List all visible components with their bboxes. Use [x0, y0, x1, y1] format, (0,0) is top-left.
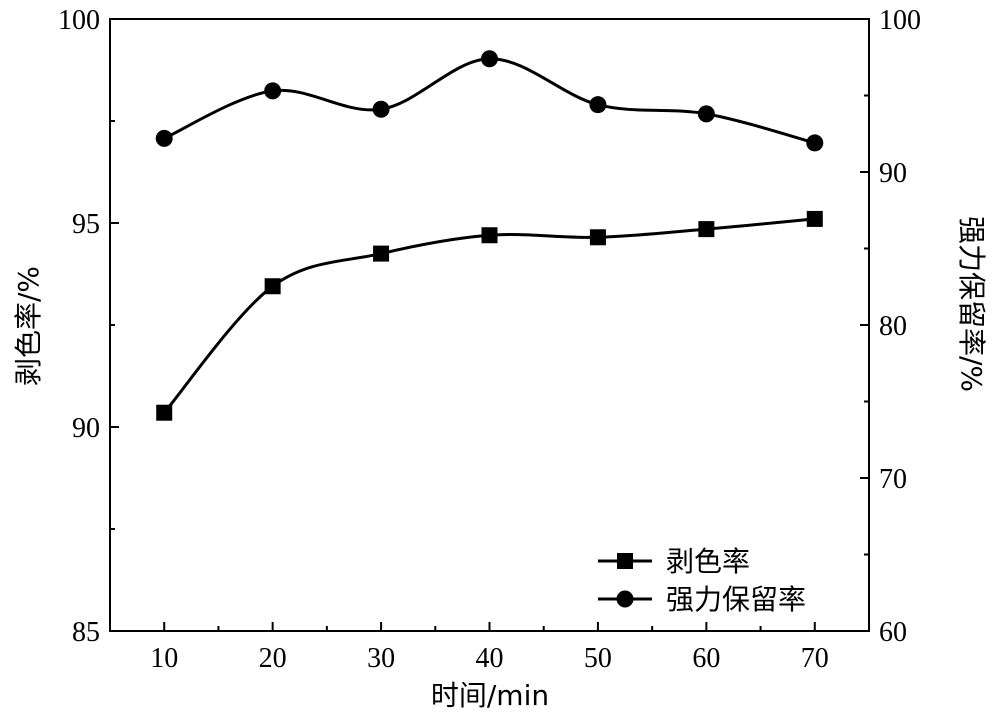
legend: 剥色率 强力保留率 — [598, 545, 806, 616]
legend-label-1: 强力保留率 — [666, 583, 806, 616]
legend-item-1: 强力保留率 — [598, 583, 806, 616]
right-tick-label-0: 60 — [879, 617, 907, 648]
series-line-0 — [163, 217, 815, 414]
x-tick-label-3: 40 — [476, 643, 504, 674]
series-1-point-4 — [589, 96, 607, 114]
series-1-point-6 — [806, 134, 824, 152]
plot-frame — [109, 18, 870, 632]
left-tick-label-3: 100 — [58, 5, 100, 36]
left-tick-label-0: 85 — [72, 617, 100, 648]
right-tick-label-2: 80 — [879, 311, 907, 342]
right-axis-title: 强力保留率/% — [955, 216, 988, 392]
x-tick-label-1: 20 — [259, 643, 287, 674]
x-tick-label-0: 10 — [150, 643, 178, 674]
series-0-point-6 — [806, 210, 823, 227]
series-1-point-1 — [264, 82, 282, 100]
axes — [109, 18, 870, 632]
x-axis-title: 时间/min — [431, 679, 549, 712]
series-1-point-5 — [697, 105, 715, 123]
legend-circle-marker — [616, 590, 634, 608]
series-0-point-3 — [481, 227, 498, 244]
series-0-point-2 — [373, 245, 390, 262]
legend-item-0: 剥色率 — [598, 545, 750, 578]
series-1-point-2 — [372, 100, 390, 118]
x-tick-label-4: 50 — [584, 643, 612, 674]
x-tick-label-2: 30 — [367, 643, 395, 674]
left-axis-title: 剥色率/% — [12, 266, 45, 386]
right-tick-label-1: 70 — [879, 464, 907, 495]
series-0-point-0 — [156, 404, 173, 421]
series-line-1 — [163, 57, 816, 145]
series-1-point-3 — [481, 50, 498, 68]
ticks: 10 20 30 40 50 60 70 85 90 95 100 60 70 80 90 100 — [58, 5, 921, 674]
series-0-point-1 — [264, 278, 281, 295]
series-0-point-4 — [589, 229, 606, 246]
x-tick-label-6: 70 — [801, 643, 829, 674]
legend-label-0: 剥色率 — [666, 545, 750, 578]
right-tick-label-4: 100 — [879, 5, 921, 36]
right-tick-label-3: 90 — [879, 158, 907, 189]
left-tick-label-1: 90 — [72, 413, 100, 444]
series-0-point-5 — [698, 221, 715, 238]
x-tick-label-5: 60 — [692, 643, 720, 674]
series-layer — [155, 50, 824, 421]
legend-square-marker — [617, 553, 633, 569]
series-1-point-0 — [155, 129, 173, 147]
left-tick-label-2: 95 — [72, 209, 100, 240]
